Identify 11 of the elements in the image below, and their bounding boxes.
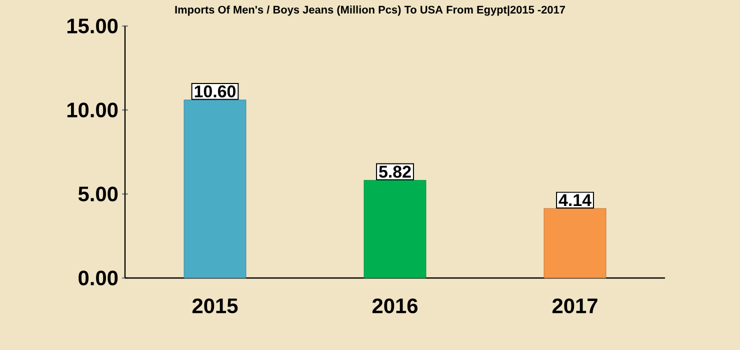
x-tick-label: 2015: [192, 298, 238, 314]
data-label: 10.60: [194, 85, 236, 98]
x-tick-label: 2017: [552, 298, 598, 314]
x-tick-label: 2016: [372, 298, 418, 314]
y-tick-label: 15.00: [67, 18, 118, 34]
y-tick-label: 5.00: [78, 186, 118, 202]
data-label: 5.82: [379, 166, 411, 178]
data-label: 4.14: [558, 194, 592, 206]
y-tick-label: 10.00: [67, 102, 118, 118]
chart-title: Imports Of Men's / Boys Jeans (Million Pcs) To USA From Egypt|2015 -2017: [175, 6, 565, 16]
y-tick-label: 0.00: [78, 270, 118, 286]
